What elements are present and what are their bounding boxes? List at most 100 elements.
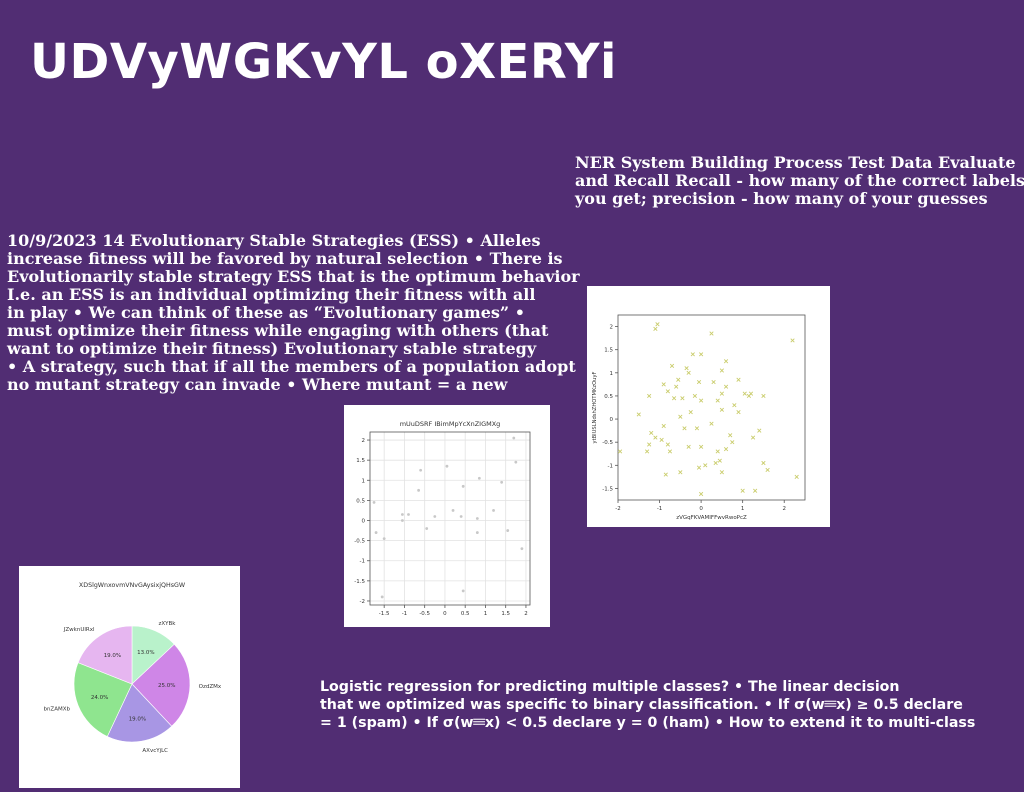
scatter-chart-xmarkers-svg: -2 -1 0 1 2 -1.5 -1 -0.5 0 0.5 1 1.5 2 zVGqFKVAMIFFwv… [592,314,806,521]
data-point [723,447,729,452]
data-point [661,423,666,429]
data-point [703,463,708,468]
data-point [698,444,704,449]
data-point [719,407,725,412]
y-tick-label: 1.5 [356,458,365,464]
y-tick-label: -1 [360,559,365,565]
ess-text-line: increase fitness will be favored by natu… [7,249,563,268]
pie-value-label: 24.0% [91,695,108,701]
data-point [692,393,697,399]
pie-category-label: OzdZMx [199,684,222,690]
pie-category-label: bnZAMXb [43,707,70,713]
y-tick-label: 0.5 [356,498,365,504]
y-axis-label: ytBlUSLNdshZHOTMKzOuyF [592,371,598,443]
data-point [425,527,429,530]
pie-category-label: JZwknUlRxl [63,627,95,633]
data-point [709,331,714,336]
data-point [647,442,652,447]
data-point [659,437,664,442]
pie-chart-svg: 13.0% zXYBk 25.0% OzdZMx 19.0% AXvcYjLC 24.0% b… [43,582,222,754]
data-point [698,398,704,403]
data-point [736,377,741,382]
pie-value-label: 19.0% [104,653,121,659]
data-point [736,410,741,415]
pie-value-label: 19.0% [129,716,146,722]
chart-title: mUuDSRF IBimMpYcXnZIGMXg [400,420,501,428]
data-point [401,513,404,516]
y-tick-label: 2 [362,438,366,444]
x-tick-label: -0.5 [419,611,430,617]
data-point [433,515,437,518]
data-point [715,449,720,454]
data-point [742,391,747,396]
y-tick-label: -2 [360,599,365,605]
ess-text-line: • A strategy, such that if all the membe… [7,357,576,376]
data-point [407,513,410,516]
y-tick-label: 1.5 [604,348,613,354]
plot-frame [617,314,806,501]
scatter-chart-xmarkers: -2 -1 0 1 2 -1.5 -1 -0.5 0 0.5 1 1.5 2 zVGqFKVAMIFFwv… [587,286,830,527]
x-tick-label: 1.5 [501,611,510,617]
data-point [740,488,745,493]
ner-text-line: you get; precision - how many of your gu… [575,189,988,208]
data-point [506,529,510,532]
data-point [374,531,378,534]
data-point [698,352,704,357]
data-point [684,366,689,371]
data-point [676,377,681,382]
data-point [678,414,683,419]
data-point [761,460,766,466]
data-point [682,426,687,431]
logistic-text-line: Logistic regression for predicting multi… [320,679,900,695]
ess-text-block: 10/9/2023 14 Evolutionary Stable Strateg… [7,232,580,394]
ner-text-block: NER System Building Process Test Data Ev… [575,154,1024,208]
x-tick-label: 2 [524,611,528,617]
scatter-chart-grid: -1.5 -1 -0.5 0 0.5 1 1.5 2 -2 -1.5 -1 -0.5 0 0.5 1 1.5 2… [344,405,550,627]
data-point [698,491,704,497]
data-point [690,352,695,357]
y-tick-label: 2 [610,325,614,331]
data-point [419,468,423,472]
plot-frame [369,431,531,606]
pie-slice [73,662,133,737]
y-tick-label: -1 [608,463,613,469]
logistic-text-block: Logistic regression for predicting multi… [320,678,975,732]
data-point [669,363,675,368]
data-point [665,389,670,394]
y-tick-label: 0.5 [604,394,613,400]
data-point [512,436,516,440]
ess-text-line: no mutant strategy can invade • Where mu… [7,375,508,394]
data-point [671,396,677,401]
data-point [709,421,714,426]
x-tick-label: 1 [741,506,745,512]
x-tick-label: 0.5 [461,611,470,617]
ess-text-line: Evolutionarily stable strategy ESS that … [7,267,580,286]
pie-category-label: zXYBk [158,621,176,627]
y-tick-label: 0 [610,417,614,423]
data-point [723,359,729,364]
data-point [647,393,652,399]
data-point [688,410,693,415]
data-point [520,547,524,551]
data-point [653,326,658,331]
scatter-chart-grid-svg: -1.5 -1 -0.5 0 0.5 1 1.5 2 -2 -1.5 -1 -0.5 0 0.5 1 1.5 2… [354,420,531,617]
ess-text-line: in play • We can think of these as “Evol… [7,303,525,322]
data-point [636,412,641,417]
data-point [500,480,504,484]
data-point [459,515,463,518]
data-point [715,398,720,403]
y-tick-label: -1.5 [354,579,365,585]
data-point [686,444,691,449]
data-point [757,428,762,433]
data-point [382,537,386,541]
data-point [655,322,660,327]
data-point [445,464,449,468]
data-point [653,435,658,440]
slide-title: UDVyWGKvYL oXERYi [30,34,617,90]
logistic-text-line: = 1 (spam) • If σ(w𝄘x) < 0.5 declare y =… [320,715,976,731]
pie-slice [106,683,173,743]
data-point [728,433,733,438]
pie-slice [131,643,191,727]
data-point [372,501,376,504]
data-point [417,488,421,492]
